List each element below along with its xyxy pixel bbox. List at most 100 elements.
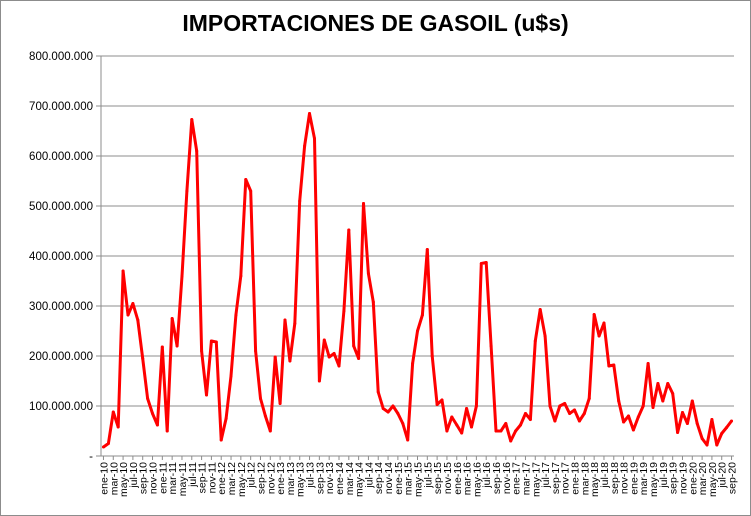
data-point (661, 399, 665, 403)
x-tick-label: nov-17 (560, 462, 572, 494)
data-point (263, 414, 267, 418)
x-tick-label: nov-14 (383, 462, 395, 494)
data-point (469, 425, 473, 429)
x-tick-label: nov-11 (206, 462, 218, 493)
x-tick-label: may-12 (236, 462, 248, 497)
x-tick-label: sep-17 (550, 462, 562, 494)
x-tick-label: nov-13 (324, 462, 336, 494)
y-tick-label: - (89, 451, 93, 463)
x-tick-label: ene-11 (157, 462, 169, 494)
data-point (146, 397, 150, 400)
data-point (700, 437, 704, 440)
data-point (592, 313, 596, 316)
data-point (205, 393, 208, 397)
x-tick-label: may-14 (354, 462, 366, 497)
x-tick-label: nov-15 (442, 462, 454, 494)
data-point (543, 334, 547, 338)
data-point (249, 189, 253, 193)
data-point (514, 429, 518, 433)
x-tick-label: jul-13 (305, 462, 317, 489)
data-point (730, 419, 734, 423)
series-points (101, 112, 734, 449)
data-point (666, 382, 670, 385)
data-point (690, 399, 694, 403)
data-point (347, 228, 351, 232)
data-point (366, 272, 370, 275)
y-tick-label: 200.000.000 (29, 351, 93, 363)
data-point (651, 406, 655, 409)
data-point (200, 349, 204, 353)
x-tick-label: jul-18 (599, 462, 611, 489)
x-tick-label: mar-19 (638, 462, 650, 495)
data-point (327, 355, 331, 359)
data-point (376, 390, 380, 394)
data-point (725, 426, 729, 429)
data-point (450, 415, 454, 419)
x-tick-label: may-10 (118, 462, 130, 497)
x-tick-label: may-19 (648, 462, 660, 497)
x-tick-label: jul-10 (128, 462, 140, 489)
data-point (695, 422, 699, 425)
x-tick-label: jul-19 (658, 462, 670, 489)
x-tick-label: mar-13 (285, 462, 297, 495)
data-point (244, 178, 248, 181)
data-point (602, 321, 606, 325)
data-point (175, 344, 179, 348)
data-point (494, 429, 498, 433)
data-point (131, 302, 135, 305)
data-point (528, 418, 532, 421)
data-point (185, 189, 189, 193)
x-tick-label: sep-10 (138, 462, 150, 494)
data-point (332, 352, 336, 355)
data-point (548, 404, 552, 408)
x-tick-label: may-18 (589, 462, 601, 497)
data-point (288, 359, 292, 363)
data-point (425, 248, 429, 251)
x-tick-label: mar-20 (697, 462, 709, 495)
data-point (342, 309, 346, 313)
x-tick-label: ene-10 (98, 462, 110, 495)
data-point (396, 412, 400, 415)
data-point (386, 410, 390, 414)
data-point (509, 439, 513, 443)
data-point (401, 422, 405, 425)
data-point (111, 410, 115, 414)
x-tick-label: may-20 (707, 462, 719, 497)
data-point (519, 423, 523, 427)
x-tick-label: mar-12 (226, 462, 238, 495)
data-point (283, 318, 287, 322)
data-point (504, 422, 508, 425)
data-point (180, 274, 184, 278)
data-point (538, 308, 542, 311)
data-point (337, 364, 341, 368)
data-point (715, 443, 719, 447)
data-point (151, 412, 155, 415)
data-point (406, 438, 410, 442)
x-tick-label: sep-18 (609, 462, 621, 494)
data-point (141, 357, 145, 360)
y-tick-label: 100.000.000 (29, 401, 93, 413)
x-tick-label: mar-17 (520, 462, 532, 495)
data-point (303, 144, 307, 148)
y-tick-labels: - 100.000.000 200.000.000 300.000.000 400.00… (29, 51, 101, 463)
data-point (671, 392, 675, 395)
x-tick-label: nov-16 (501, 462, 513, 494)
data-point (474, 404, 478, 408)
x-tick-label: may-17 (530, 462, 542, 497)
data-point (685, 422, 689, 425)
data-point (705, 443, 709, 447)
data-point (322, 338, 326, 342)
data-point (258, 397, 262, 400)
data-point (720, 432, 724, 435)
data-point (362, 202, 366, 205)
data-point (234, 313, 238, 317)
x-tick-label: sep-19 (668, 462, 680, 494)
data-point (582, 412, 586, 415)
data-point (106, 442, 110, 445)
x-tick-label: sep-16 (491, 462, 503, 494)
data-point (411, 362, 415, 365)
x-tick-label: nov-12 (265, 462, 277, 494)
x-tick-label: mar-18 (579, 462, 591, 495)
data-point (680, 411, 684, 414)
data-point (121, 269, 125, 273)
